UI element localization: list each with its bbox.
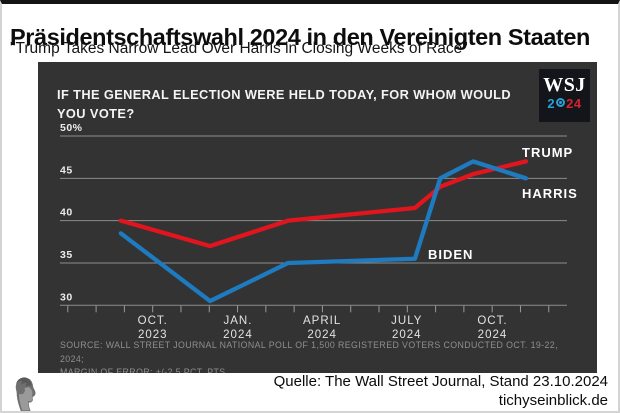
footer-site: tichyseinblick.de	[498, 391, 608, 409]
chart-source-line1: SOURCE: WALL STREET JOURNAL NATIONAL POL…	[60, 340, 558, 364]
footer-credits: Quelle: The Wall Street Journal, Stand 2…	[274, 373, 608, 411]
page-headline: Präsidentschaftswahl 2024 in den Vereini…	[10, 23, 590, 50]
chart-source-note: SOURCE: WALL STREET JOURNAL NATIONAL POL…	[60, 339, 580, 373]
x-axis-tick-label: 2024	[392, 329, 422, 341]
wsj-year-2: 2	[547, 96, 556, 111]
x-axis-tick-label: 2024	[223, 329, 253, 341]
y-axis-tick-label: 35	[60, 249, 73, 261]
wsj-target-zero-icon	[556, 98, 566, 107]
page-subheadline: "Trump Takes Narrow Lead Over Harris in …	[10, 40, 468, 57]
chart-title: IF THE GENERAL ELECTION WERE HELD TODAY,…	[57, 87, 512, 122]
chart-source-line2: MARGIN OF ERROR: +/-2.5 PCT. PTS.	[60, 367, 229, 373]
tichys-einblick-head-logo	[15, 377, 36, 411]
wsj-logo-year: 2 24	[539, 96, 590, 112]
trump-line	[118, 159, 529, 249]
y-axis-tick-label: 40	[60, 207, 73, 219]
x-axis-tick-label: JAN.	[223, 315, 252, 327]
y-axis-tick-label: 45	[60, 164, 73, 176]
poll-line-chart: 50% 45 40 35 30 OCT. 2023 JAN. 2024 APRIL 2024 JULY…	[60, 122, 567, 341]
wsj-2024-logo: WSJ 2 24	[539, 69, 590, 122]
harris-line-label: HARRIS	[522, 186, 578, 201]
x-axis-tick-label: JULY	[391, 315, 422, 327]
x-axis-tick-label: 2023	[138, 329, 168, 341]
x-axis-tick-label: 2024	[478, 329, 508, 341]
wsj-year-24: 24	[566, 96, 582, 111]
biden-harris-line	[118, 159, 529, 304]
x-axis-tick-label: APRIL	[303, 315, 341, 327]
poll-chart-panel: IF THE GENERAL ELECTION WERE HELD TODAY,…	[38, 62, 597, 373]
y-axis-tick-label: 50%	[60, 122, 83, 134]
y-axis-tick-label: 30	[60, 291, 73, 303]
biden-line-label: BIDEN	[428, 247, 474, 262]
x-axis-tick-label: OCT.	[138, 315, 168, 327]
footer-source: Quelle: The Wall Street Journal, Stand 2…	[273, 373, 608, 390]
x-axis-tick-label: 2024	[307, 329, 337, 341]
x-axis-tick-label: OCT.	[477, 315, 507, 327]
trump-line-label: TRUMP	[522, 145, 574, 160]
wsj-logo-text: WSJ	[543, 74, 586, 96]
